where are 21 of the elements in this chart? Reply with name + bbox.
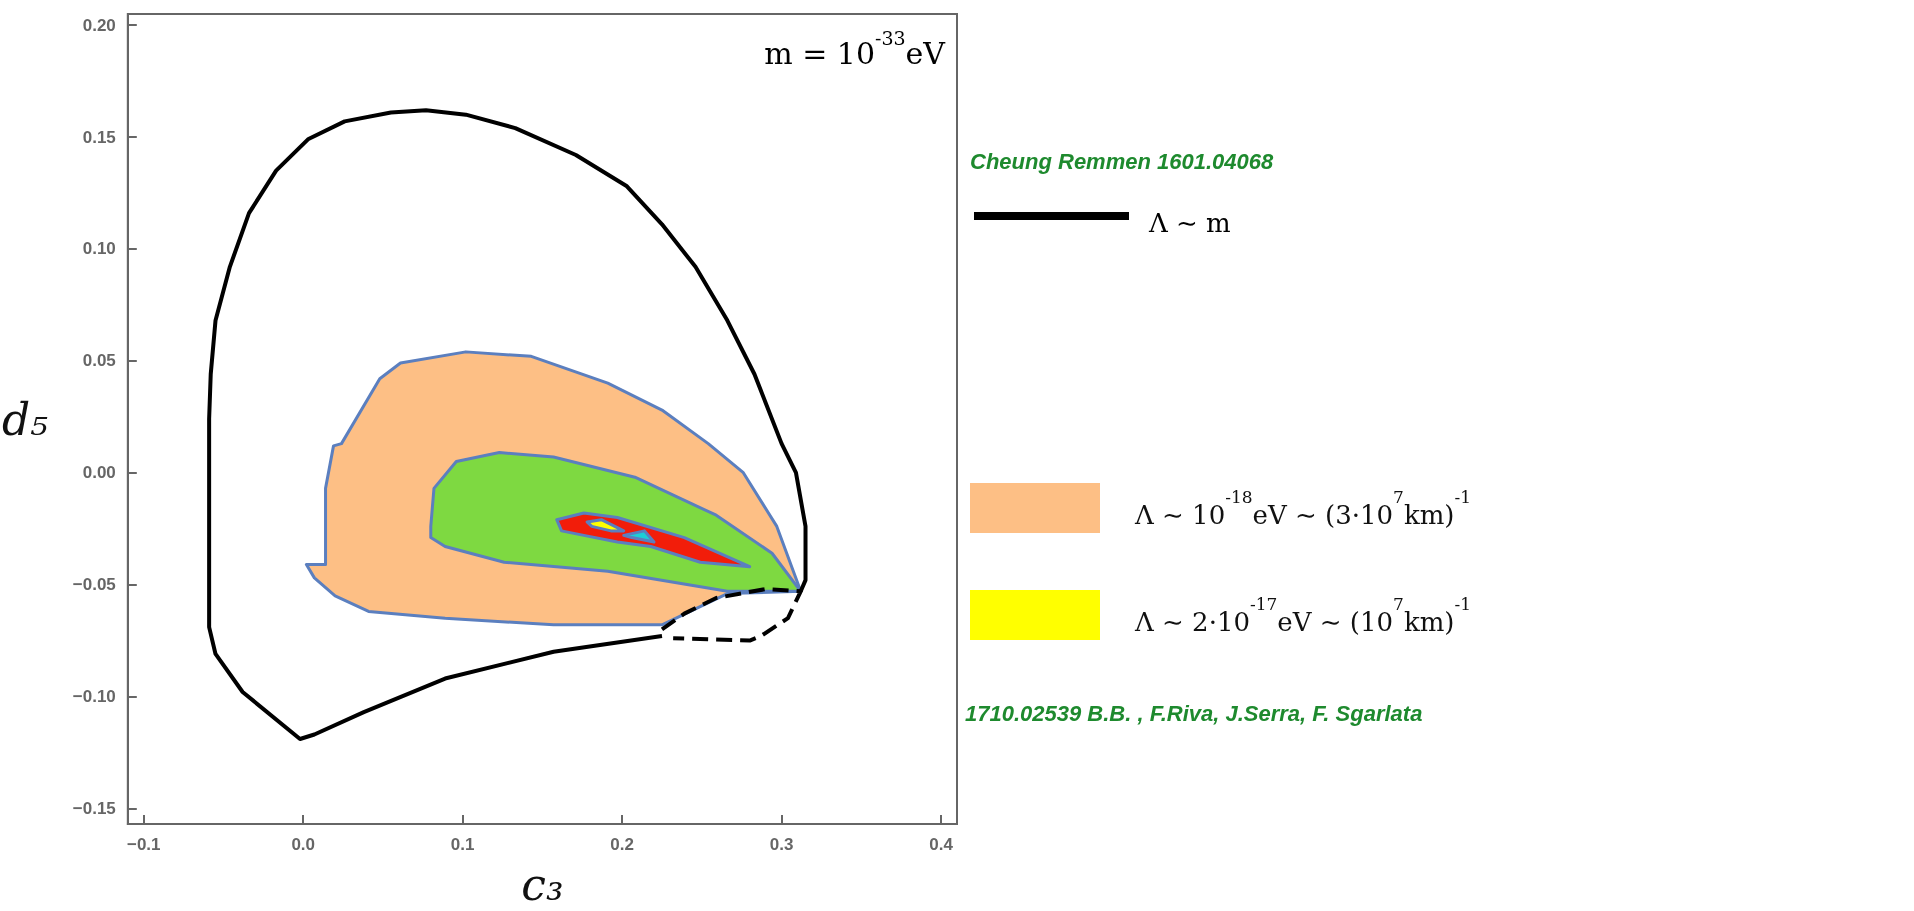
x-tick-label: 0.1 — [450, 835, 475, 854]
y-axis-title: d₅ — [1, 393, 49, 445]
x-tick-label: 0.2 — [610, 835, 634, 854]
y-tick-label: −0.10 — [72, 686, 116, 706]
text: Cheung Remmen 1601.04068 — [970, 148, 1275, 174]
x-tick-label: 0.0 — [291, 835, 316, 854]
text: 1710.02539 B.B. , F.Riva, J.Serra, F. Sgarlata — [965, 700, 1423, 726]
x-tick-label: 0.4 — [929, 835, 954, 854]
y-tick-label: 0.05 — [82, 351, 116, 371]
x-axis-title: c₃ — [521, 858, 564, 910]
y-tick-label: −0.15 — [72, 798, 116, 818]
y-tick-label: 0.10 — [82, 239, 116, 259]
text: Λ ∼ m — [1148, 208, 1231, 238]
x-tick-label: −0.1 — [126, 835, 161, 854]
y-tick-label: 0.00 — [82, 463, 116, 483]
y-tick-label: −0.05 — [72, 575, 116, 595]
x-tick-label: 0.3 — [769, 835, 794, 854]
line-series — [660, 587, 803, 643]
line-series — [207, 108, 808, 741]
y-tick-label: 0.15 — [82, 127, 116, 147]
y-tick-label: 0.20 — [82, 15, 116, 35]
